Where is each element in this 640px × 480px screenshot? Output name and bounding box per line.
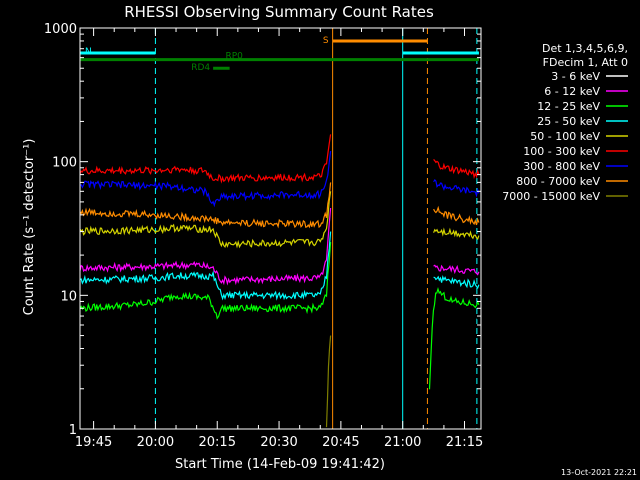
series-line	[433, 274, 480, 290]
y-tick-label: 1000	[44, 22, 77, 37]
series-line	[428, 287, 480, 390]
series-line	[79, 242, 332, 320]
legend-entry-label: 300 - 800 keV	[523, 160, 600, 173]
footer-timestamp: 13-Oct-2021 22:21	[561, 468, 637, 477]
x-axis-label: Start Time (14-Feb-09 19:41:42)	[175, 457, 385, 472]
x-tick-label: 19:45	[75, 435, 112, 450]
series-line	[433, 159, 480, 180]
interval-label: RP0	[225, 52, 243, 62]
legend: Det 1,3,4,5,6,9,FDecim 1, Att 03 - 6 keV…	[502, 42, 628, 203]
series-line	[79, 231, 332, 301]
series-line	[79, 151, 332, 208]
legend-entry-label: 12 - 25 keV	[537, 100, 600, 113]
legend-entry-label: 7000 - 15000 keV	[502, 190, 600, 203]
series-line	[79, 134, 332, 184]
series-line	[325, 335, 332, 428]
legend-entry-label: 25 - 50 keV	[537, 115, 600, 128]
x-tick-label: 21:15	[446, 435, 483, 450]
series-line	[79, 255, 332, 326]
chart-title: RHESSI Observing Summary Count Rates	[124, 3, 434, 21]
plot-layer: N S RP0 RD4 19:45 20:00 20:15 20:30 20:45 21:00 21…	[44, 22, 483, 450]
legend-entry-label: 100 - 300 keV	[523, 145, 600, 158]
series-line	[433, 311, 480, 324]
interval-label: S	[323, 36, 329, 46]
y-axis-label: Count Rate (s⁻¹ detector⁻¹)	[22, 139, 37, 316]
series-line	[433, 205, 480, 226]
interval-label: RD4	[191, 63, 210, 73]
series-line	[79, 207, 332, 286]
y-tick-label: 100	[52, 156, 77, 171]
plot-frame	[79, 27, 482, 430]
x-tick-label: 21:00	[384, 435, 421, 450]
series-line	[79, 191, 332, 249]
y-tick-label: 10	[60, 289, 77, 304]
legend-header: FDecim 1, Att 0	[543, 56, 628, 69]
legend-entry-label: 6 - 12 keV	[544, 85, 600, 98]
legend-entry-label: 50 - 100 keV	[530, 130, 600, 143]
x-tick-label: 20:00	[137, 435, 174, 450]
interval-label: N	[85, 47, 92, 57]
x-tick-label: 20:45	[322, 435, 359, 450]
y-tick-label: 1	[69, 423, 77, 438]
legend-entry-label: 3 - 6 keV	[551, 70, 600, 83]
x-tick-label: 20:30	[260, 435, 297, 450]
x-tick-label: 20:15	[199, 435, 236, 450]
series-line	[79, 182, 332, 229]
legend-entry-label: 800 - 7000 keV	[516, 175, 600, 188]
legend-header: Det 1,3,4,5,6,9,	[542, 42, 628, 55]
series-line	[433, 264, 480, 276]
series-line	[433, 178, 480, 198]
series-line	[433, 227, 480, 241]
